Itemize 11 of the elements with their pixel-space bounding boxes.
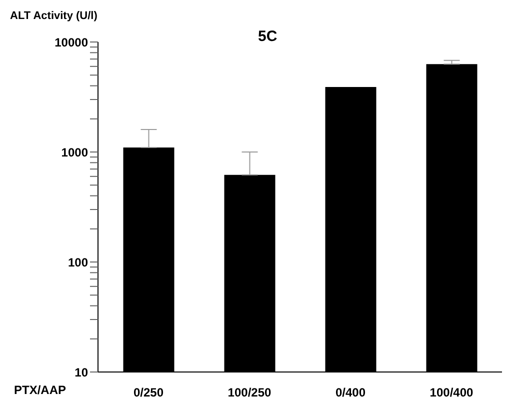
x-tick-label: 100/250 (228, 386, 272, 400)
chart-title: 5C (258, 28, 278, 45)
x-axis-title: PTX/AAP (14, 383, 66, 397)
x-tick-label: 0/250 (133, 386, 164, 400)
y-tick-label: 100 (68, 255, 88, 270)
x-tick-label: 0/400 (335, 386, 366, 400)
y-tick-label: 10 (74, 365, 88, 380)
y-axis-title: ALT Activity (U/l) (10, 10, 98, 22)
x-tick-label: 100/400 (430, 386, 474, 400)
y-tick-label: 1000 (61, 145, 88, 160)
y-tick-label: 10000 (54, 35, 88, 50)
